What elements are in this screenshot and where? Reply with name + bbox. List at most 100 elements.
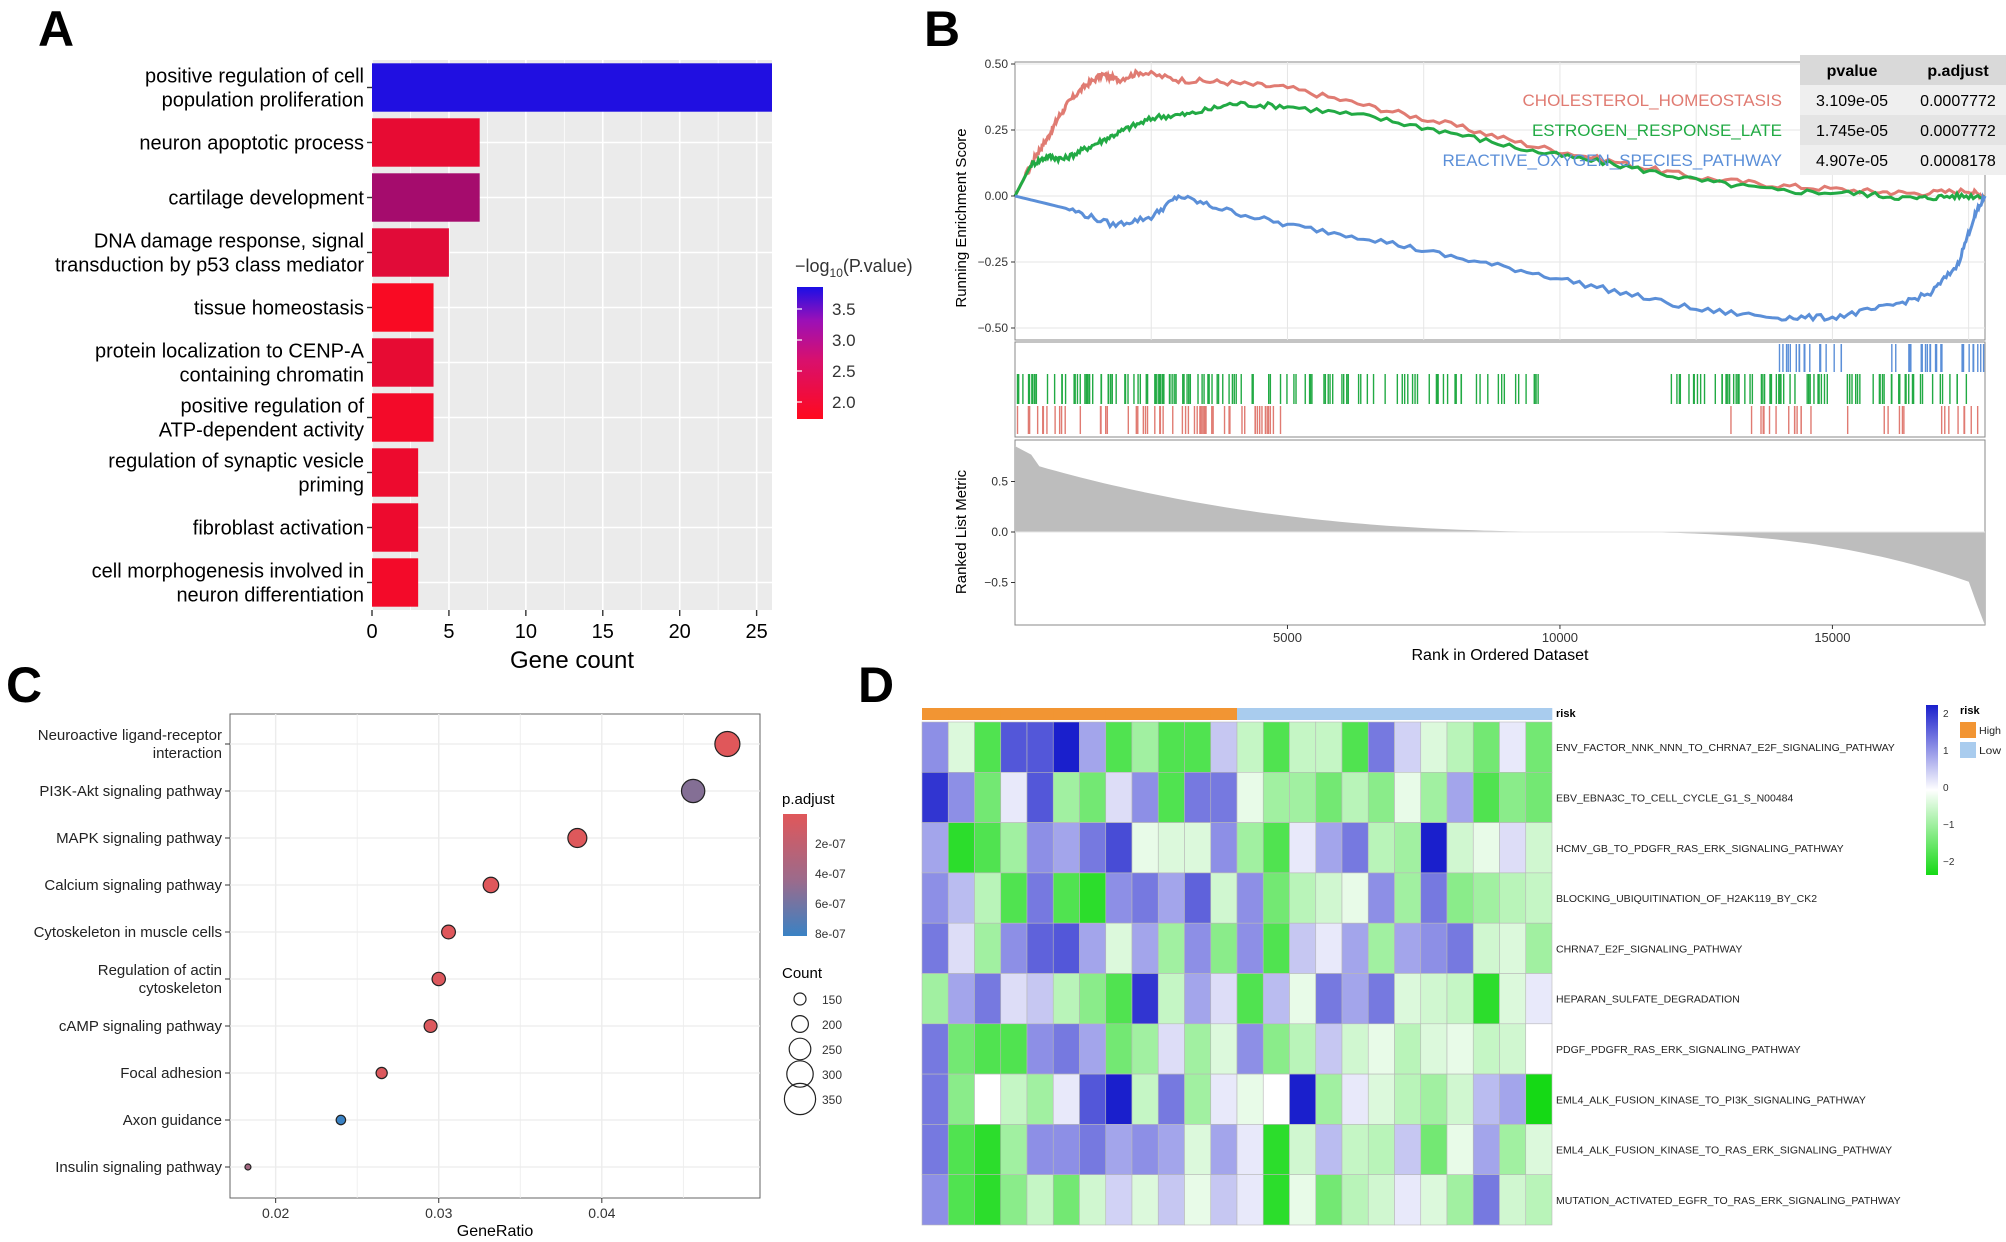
panel-d-risk-cell [1499, 708, 1527, 720]
panel-d-risk-label: risk [1556, 708, 1576, 720]
panel-d-heatmap-cell [947, 1073, 975, 1125]
panel-d-heatmap-cell [1315, 721, 1343, 773]
panel-d-heatmap-cell [1367, 1174, 1395, 1226]
panel-c-category-label: cytoskeleton [139, 980, 222, 997]
panel-d-row-label: MUTATION_ACTIVATED_EGFR_TO_RAS_ERK_SIGNA… [1556, 1195, 1901, 1207]
panel-a-x-tick-label: 15 [592, 621, 614, 643]
panel-d-heatmap-cell [921, 771, 949, 823]
panel-d-legend-tick: 1 [1943, 746, 1949, 757]
panel-d-heatmap-cell [1289, 922, 1317, 974]
panel-b-table-row-bg [1800, 85, 2006, 115]
panel-c-category-label: Axon guidance [123, 1112, 222, 1129]
panel-d-heatmap-cell [1052, 872, 1080, 924]
panel-d-heatmap-cell [1157, 973, 1185, 1025]
panel-a-category-label: cartilage development [168, 188, 364, 210]
panel-a-category-label: cell morphogenesis involved in [92, 561, 364, 583]
panel-d-heatmap-cell [1499, 1073, 1527, 1125]
panel-b-y-tick-label: −0.25 [978, 255, 1009, 269]
panel-d-heatmap-cell [1446, 822, 1474, 874]
panel-d-heatmap-cell [1184, 822, 1212, 874]
panel-d-heatmap-cell [1079, 872, 1107, 924]
panel-d-heatmap-cell [1157, 822, 1185, 874]
panel-d-heatmap-cell [1210, 1174, 1238, 1226]
panel-d-heatmap-cell [1525, 721, 1553, 773]
panel-d-heatmap-cell [1525, 1073, 1553, 1125]
panel-b-legend-entry: ESTROGEN_RESPONSE_LATE [1532, 121, 1782, 140]
panel-b-series-line [1013, 100, 1987, 202]
panel-d-heatmap-cell [1157, 1023, 1185, 1075]
panel-a-bar [372, 448, 419, 497]
panel-d-heatmap-cell [1420, 973, 1448, 1025]
panel-d-colorbar [1926, 705, 1938, 875]
panel-c-colorbar [783, 814, 807, 936]
panel-d-heatmap-cell [1315, 1023, 1343, 1075]
panel-d-heatmap-cell [1394, 771, 1422, 823]
panel-d-heatmap-cell [947, 721, 975, 773]
panel-c-size-legend-circle [793, 992, 807, 1006]
panel-c-dot [423, 1018, 438, 1034]
panel-d-risk-cell [1105, 708, 1133, 720]
panel-d-legend: 2 1 0 −1 −2 risk High Low [1926, 705, 2002, 875]
panel-d-heatmap-cell [1525, 973, 1553, 1025]
panel-d-heatmap-cell [1079, 1023, 1107, 1075]
panel-d-heatmap-cell [921, 1073, 949, 1125]
panel-d-heatmap-cell [1262, 771, 1290, 823]
panel-d-heatmap-cell [1131, 1174, 1159, 1226]
panel-c-size-legend-label: 150 [822, 993, 842, 1007]
panel-d-heatmap-cell [1499, 922, 1527, 974]
panel-a-bar [372, 118, 480, 167]
panel-d-heatmap-cell [1420, 771, 1448, 823]
panel-c-color-legend-tick: 8e-07 [815, 927, 846, 941]
panel-c-x-axis-label: GeneRatio [457, 1223, 534, 1240]
panel-d-heatmap-cell [1210, 872, 1238, 924]
panel-a-category-label: priming [298, 475, 364, 497]
panel-c-x-tick-label: 0.04 [588, 1205, 615, 1221]
panel-d-heatmap-cell [1472, 973, 1500, 1025]
panel-d-risk-cell [1053, 708, 1080, 720]
panel-c-size-legend-title: Count [782, 965, 823, 982]
panel-d-heatmap-cell [1236, 1174, 1264, 1226]
panel-a-bar [372, 228, 449, 277]
panel-d-heatmap-cell [1315, 1124, 1343, 1176]
panel-d-heatmap-cell [1315, 973, 1343, 1025]
panel-d-heatmap-cell [1525, 872, 1553, 924]
panel-d-risk-cell [1158, 708, 1185, 720]
panel-c-category-label: Neuroactive ligand-receptor [38, 727, 222, 744]
panel-c-size-legend-circle [790, 1014, 809, 1033]
panel-d-heatmap-cell [1079, 721, 1107, 773]
panel-d-heatmap-cell [1184, 771, 1212, 823]
panel-c: C Neuroactive ligand-receptorinteraction… [6, 657, 846, 1240]
panel-d-heatmap-cell [1052, 922, 1080, 974]
panel-d-heatmap-cell [1446, 872, 1474, 924]
panel-d-heatmap-cell [1131, 973, 1159, 1025]
panel-b-y-tick-label: 0.25 [985, 123, 1009, 137]
panel-a-legend-tick: 2.0 [832, 393, 856, 412]
panel-a-colorbar [797, 287, 823, 419]
panel-b-table-header: p.adjust [1927, 63, 1989, 80]
panel-c-size-legend-label: 250 [822, 1043, 842, 1057]
panel-d-heatmap-cell [974, 822, 1002, 874]
panel-a-category-label: fibroblast activation [193, 518, 364, 540]
panel-d-heatmap-cell [1499, 1174, 1527, 1226]
panel-d-heatmap-cell [1184, 1174, 1212, 1226]
panel-d-heatmap-cell [1131, 721, 1159, 773]
panel-d-heatmap-cell [1341, 872, 1369, 924]
panel-d-heatmap-cell [974, 1023, 1002, 1075]
panel-b-table-cell: 0.0008178 [1920, 153, 1996, 170]
panel-d-risk-cell [1263, 708, 1290, 720]
panel-a-category-label: tissue homeostasis [194, 298, 364, 320]
panel-d-heatmap-cell [1446, 721, 1474, 773]
panel-a-bar [372, 283, 434, 332]
panel-d-risk-cell [1289, 708, 1317, 720]
panel-a-legend-tick: 3.5 [832, 300, 856, 319]
panel-d-heatmap-cell [1289, 771, 1317, 823]
panel-c-category-label: PI3K-Akt signaling pathway [39, 783, 222, 800]
panel-d-risk-cell [1447, 708, 1474, 720]
panel-d-heatmap-cell [921, 1023, 949, 1075]
panel-d-heatmap-cell [1525, 1124, 1553, 1176]
panel-a-legend-ticks: 3.5 3.0 2.5 2.0 [797, 300, 856, 412]
panel-d-heatmap-cell [1289, 822, 1317, 874]
panel-d-heatmap-cell [1026, 1174, 1054, 1226]
panel-d-heatmap-cell [1184, 721, 1212, 773]
panel-d-heatmap-cell [1394, 1124, 1422, 1176]
